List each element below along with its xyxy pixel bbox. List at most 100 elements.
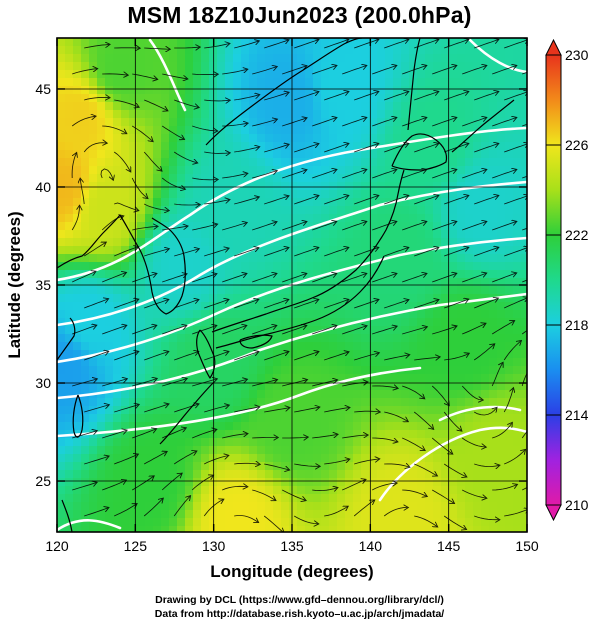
field-cell: [489, 78, 498, 87]
field-cell: [449, 222, 458, 231]
field-cell: [225, 478, 234, 487]
field-cell: [113, 350, 122, 359]
field-cell: [265, 382, 274, 391]
field-cell: [289, 486, 298, 495]
streamline-arrow: [384, 464, 409, 467]
field-cell: [313, 150, 322, 159]
field-cell: [489, 510, 498, 519]
field-cell: [145, 222, 154, 231]
field-cell: [81, 350, 90, 359]
field-cell: [137, 142, 146, 151]
streamline-arrow: [324, 408, 349, 413]
field-cell: [433, 158, 442, 167]
field-cell: [65, 206, 74, 215]
field-cell: [513, 174, 522, 183]
streamline-arrow: [522, 279, 527, 283]
streamline-arrow: [402, 489, 426, 496]
field-cell: [129, 430, 138, 439]
field-cell: [137, 118, 146, 127]
field-cell: [353, 222, 362, 231]
field-cell: [305, 206, 314, 215]
field-cell: [489, 350, 498, 359]
field-cell: [393, 94, 402, 103]
field-cell: [297, 182, 306, 191]
field-cell: [305, 262, 314, 271]
field-cell: [153, 38, 162, 47]
field-cell: [425, 238, 434, 247]
field-cell: [521, 526, 527, 532]
field-cell: [193, 422, 202, 431]
field-cell: [281, 502, 290, 511]
field-cell: [97, 118, 106, 127]
field-cell: [233, 54, 242, 63]
field-cell: [265, 118, 274, 127]
field-cell: [177, 326, 186, 335]
field-cell: [121, 302, 130, 311]
field-cell: [177, 278, 186, 287]
field-cell: [425, 318, 434, 327]
field-cell: [361, 182, 370, 191]
field-cell: [401, 70, 410, 79]
field-cell: [249, 134, 258, 143]
field-cell: [257, 126, 266, 135]
field-cell: [337, 174, 346, 183]
field-cell: [169, 94, 178, 103]
streamline-arrow: [264, 300, 288, 309]
field-cell: [433, 174, 442, 183]
field-cell: [65, 214, 74, 223]
field-cell: [233, 278, 242, 287]
field-cell: [505, 382, 514, 391]
field-cell: [81, 462, 90, 471]
colorbar-tick-label: 226: [565, 137, 589, 153]
field-cell: [377, 470, 386, 479]
field-cell: [521, 486, 527, 495]
field-cell: [97, 246, 106, 255]
field-cell: [329, 230, 338, 239]
field-cell: [425, 430, 434, 439]
field-cell: [201, 406, 210, 415]
field-cell: [337, 46, 346, 55]
field-cell: [281, 494, 290, 503]
field-cell: [497, 422, 506, 431]
field-cell: [305, 54, 314, 63]
field-cell: [425, 366, 434, 375]
field-cell: [353, 174, 362, 183]
field-cell: [473, 54, 482, 63]
field-cell: [505, 518, 514, 527]
streamline-arrow: [131, 177, 147, 198]
field-cell: [185, 142, 194, 151]
field-cell: [377, 214, 386, 223]
field-cell: [201, 262, 210, 271]
field-cell: [185, 174, 194, 183]
field-cell: [377, 318, 386, 327]
field-cell: [169, 262, 178, 271]
field-cell: [481, 518, 490, 527]
field-cell: [57, 190, 66, 199]
field-cell: [105, 326, 114, 335]
field-cell: [457, 286, 466, 295]
field-cell: [433, 374, 442, 383]
field-cell: [233, 174, 242, 183]
field-cell: [513, 390, 522, 399]
field-cell: [497, 46, 506, 55]
field-cell: [233, 494, 242, 503]
field-cell: [169, 406, 178, 415]
field-cell: [313, 38, 322, 47]
field-cell: [521, 342, 527, 351]
field-cell: [169, 118, 178, 127]
coastline-taiwan: [72, 394, 84, 438]
field-cell: [113, 54, 122, 63]
x-axis: 120 125 130 135 140 145 150: [45, 38, 539, 554]
streamline-arrow: [342, 118, 366, 127]
streamline-arrow: [324, 459, 349, 465]
field-cell: [121, 118, 130, 127]
streamline-arrow: [492, 66, 516, 75]
field-cell: [161, 326, 170, 335]
field-cell: [393, 294, 402, 303]
field-cell: [265, 422, 274, 431]
field-cell: [521, 422, 527, 431]
field-cell: [265, 46, 274, 55]
field-cell: [193, 382, 202, 391]
field-cell: [129, 438, 138, 447]
